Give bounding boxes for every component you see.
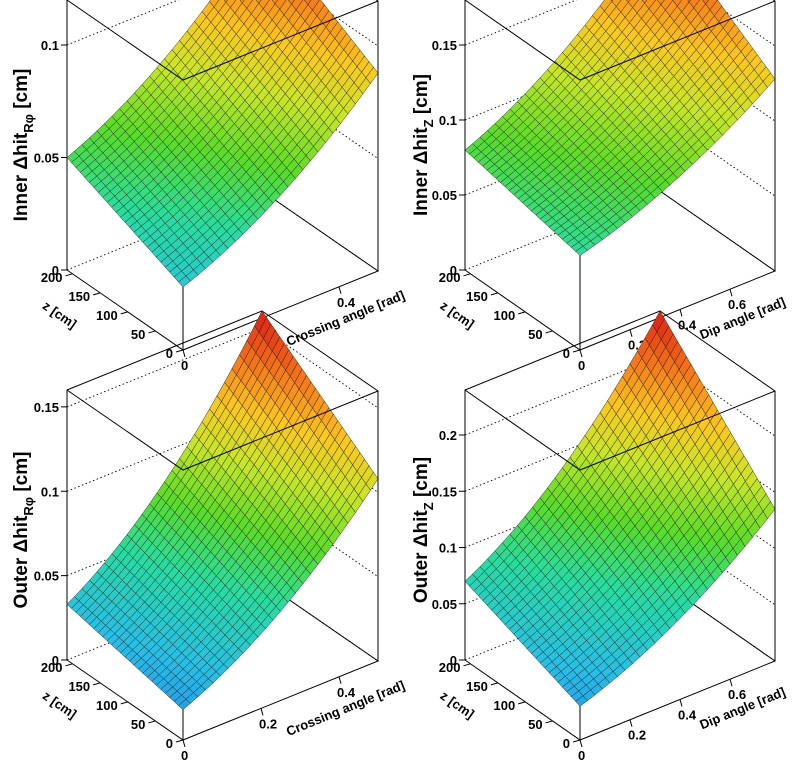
y-tick-mark bbox=[121, 702, 128, 704]
y-tick-mark bbox=[518, 702, 525, 704]
x-tick-label: 0 bbox=[578, 748, 585, 763]
x-tick-mark bbox=[339, 287, 341, 294]
x-tick-mark bbox=[339, 677, 341, 684]
x-tick-mark bbox=[183, 350, 185, 357]
z-title-unit: [cm] bbox=[11, 452, 32, 497]
y-tick-mark bbox=[491, 293, 498, 295]
y-tick-label: 50 bbox=[528, 717, 542, 732]
x-tick-mark bbox=[730, 679, 732, 686]
z-tick-label: 0.15 bbox=[34, 400, 59, 415]
z-title-prefix: Outer Δhit bbox=[11, 515, 32, 608]
z-title-subscript: Rφ bbox=[21, 114, 36, 133]
y-tick-label: 50 bbox=[528, 327, 542, 342]
z-axis-title: Inner ΔhitRφ [cm] bbox=[11, 69, 36, 222]
x-tick-mark bbox=[680, 309, 682, 316]
y-tick-mark bbox=[463, 664, 470, 666]
z-tick-label: 0.05 bbox=[34, 569, 59, 584]
z-title-prefix: Outer Δhit bbox=[411, 510, 432, 603]
z-tick-label: 0.1 bbox=[439, 113, 457, 128]
y-tick-mark bbox=[546, 721, 553, 723]
z-title-unit: [cm] bbox=[411, 74, 432, 119]
z-tick-label: 0 bbox=[52, 263, 59, 278]
z-tick-label: 0.15 bbox=[432, 38, 457, 53]
z-tick-label: 0.2 bbox=[439, 428, 457, 443]
surface-mesh bbox=[67, 0, 378, 287]
z-tick-label: 0.1 bbox=[41, 38, 59, 53]
x-tick-label: 0.4 bbox=[678, 707, 697, 722]
z-tick-label: 0.1 bbox=[41, 484, 59, 499]
z-tick-label: 0 bbox=[450, 263, 457, 278]
surface-panel-4: 00.20.40.605010015020000.050.10.150.2Dip… bbox=[411, 311, 787, 763]
y-tick-mark bbox=[176, 740, 183, 742]
y-tick-label: 150 bbox=[68, 679, 90, 694]
z-title-prefix: Inner Δhit bbox=[411, 127, 432, 216]
y-tick-mark bbox=[176, 350, 183, 352]
y-tick-label: 100 bbox=[494, 308, 516, 323]
y-tick-mark bbox=[573, 740, 580, 742]
x-tick-label: 0 bbox=[181, 748, 188, 763]
x-tick-mark bbox=[580, 740, 582, 747]
x-tick-label: 0 bbox=[578, 358, 585, 373]
y-tick-mark bbox=[66, 274, 73, 276]
x-tick-mark bbox=[183, 740, 185, 747]
z-title-subscript: Z bbox=[421, 119, 436, 127]
y-tick-mark bbox=[491, 683, 498, 685]
z-tick-label: 0 bbox=[52, 653, 59, 668]
y-tick-label: 0 bbox=[563, 736, 570, 751]
y-tick-label: 50 bbox=[131, 327, 145, 342]
y-tick-mark bbox=[148, 331, 155, 333]
x-tick-mark bbox=[680, 699, 682, 706]
y-tick-label: 100 bbox=[494, 698, 516, 713]
y-tick-label: 50 bbox=[131, 717, 145, 732]
z-tick-label: 0.05 bbox=[432, 597, 457, 612]
z-tick-label: 0.05 bbox=[432, 188, 457, 203]
y-tick-label: 0 bbox=[166, 736, 173, 751]
z-title-subscript: Rφ bbox=[21, 497, 36, 516]
y-tick-label: 150 bbox=[68, 289, 90, 304]
z-tick-label: 0.05 bbox=[34, 151, 59, 166]
y-tick-mark bbox=[121, 312, 128, 314]
surface-mesh bbox=[465, 311, 775, 706]
z-axis-title: Outer ΔhitRφ [cm] bbox=[11, 452, 36, 609]
surface-mesh bbox=[465, 0, 775, 256]
y-tick-mark bbox=[463, 274, 470, 276]
x-tick-mark bbox=[261, 708, 263, 715]
y-tick-mark bbox=[518, 312, 525, 314]
y-tick-mark bbox=[546, 331, 553, 333]
y-tick-mark bbox=[573, 350, 580, 352]
y-tick-mark bbox=[148, 721, 155, 723]
surface-plots-figure: 00.20.405010015020000.050.1Crossing angl… bbox=[0, 0, 796, 772]
x-tick-mark bbox=[630, 330, 632, 337]
z-title-unit: [cm] bbox=[411, 457, 432, 502]
z-tick-label: 0 bbox=[450, 653, 457, 668]
y-tick-label: 150 bbox=[466, 679, 488, 694]
figure-canvas: 00.20.405010015020000.050.1Crossing angl… bbox=[0, 0, 796, 772]
x-tick-label: 0.2 bbox=[628, 728, 646, 743]
y-tick-mark bbox=[93, 293, 100, 295]
x-tick-mark bbox=[730, 289, 732, 296]
y-tick-label: 100 bbox=[96, 698, 118, 713]
y-tick-mark bbox=[93, 683, 100, 685]
z-title-subscript: Z bbox=[421, 502, 436, 510]
x-tick-mark bbox=[630, 720, 632, 727]
x-tick-mark bbox=[580, 350, 582, 357]
z-axis-title: Outer ΔhitZ [cm] bbox=[411, 457, 436, 603]
z-title-unit: [cm] bbox=[11, 69, 32, 114]
y-tick-label: 150 bbox=[466, 289, 488, 304]
z-tick-label: 0.15 bbox=[432, 484, 457, 499]
surface-panel-3: 00.20.405010015020000.050.10.15Crossing … bbox=[11, 311, 407, 763]
y-tick-mark bbox=[66, 664, 73, 666]
y-tick-label: 100 bbox=[96, 308, 118, 323]
x-tick-label: 0.2 bbox=[259, 716, 277, 731]
z-tick-label: 0.1 bbox=[439, 541, 457, 556]
z-title-prefix: Inner Δhit bbox=[11, 132, 32, 221]
